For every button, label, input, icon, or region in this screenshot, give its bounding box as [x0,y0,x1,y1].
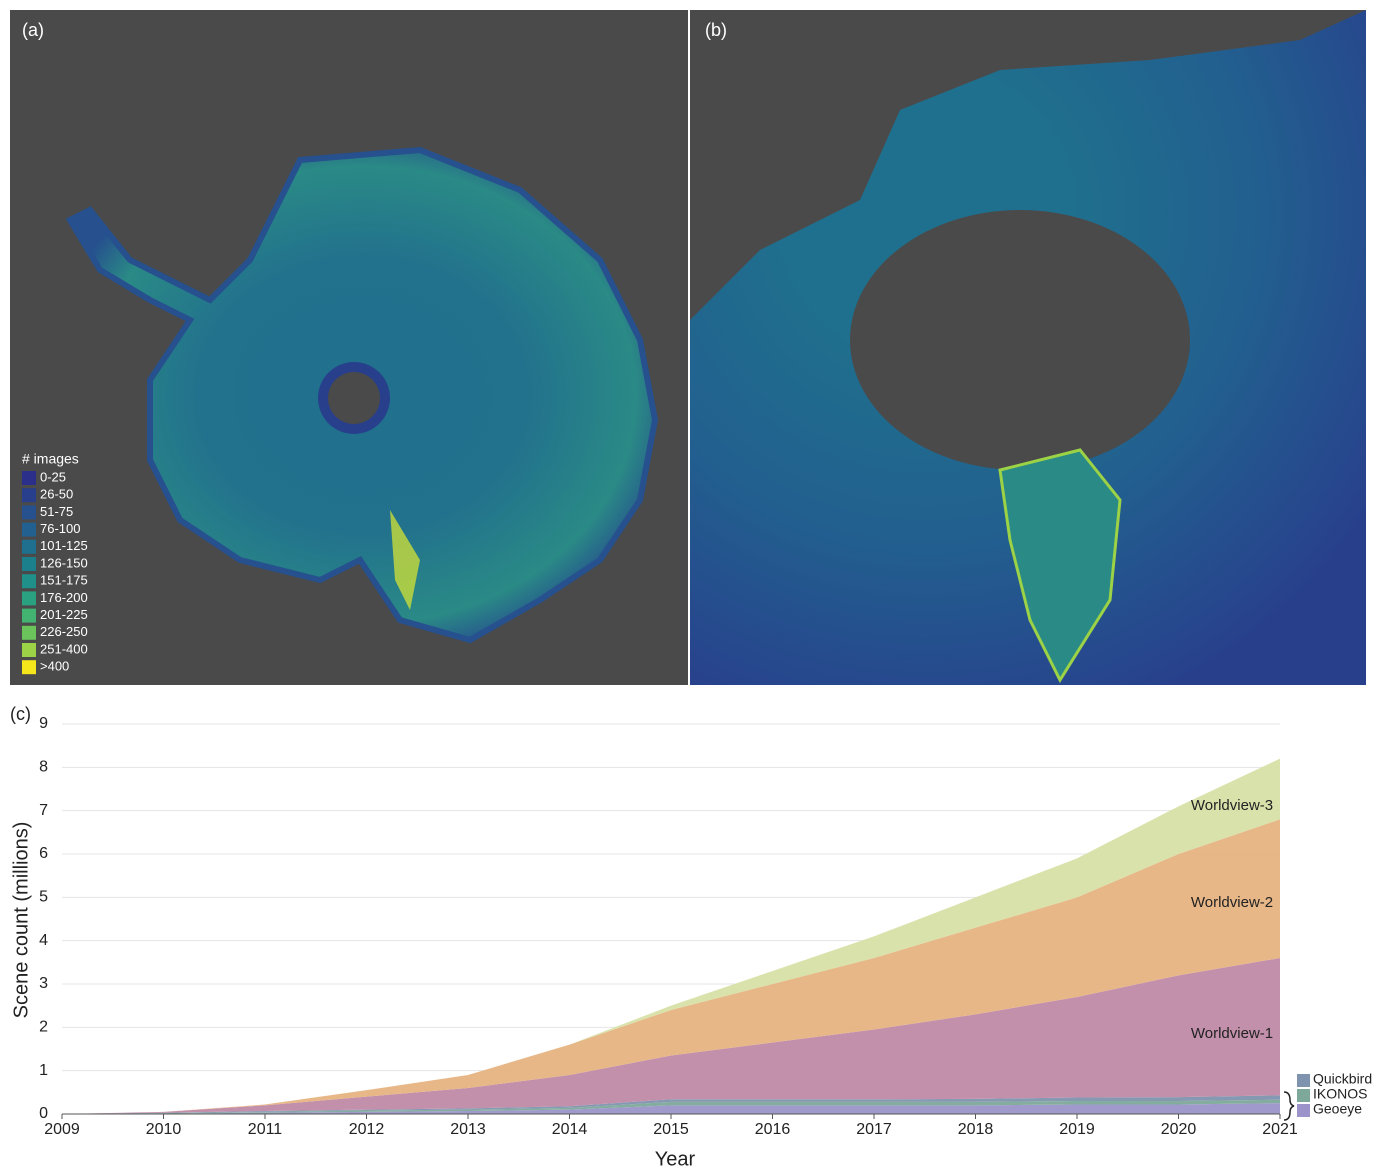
legend-swatch [22,505,36,519]
y-tick-label: 8 [39,759,48,776]
legend-label: 126-150 [40,555,88,570]
x-tick-label: 2020 [1161,1121,1197,1138]
legend-label: 76-100 [40,521,80,536]
legend-label: 176-200 [40,590,88,605]
legend-swatch [22,523,36,537]
panel-label: (a) [22,20,44,40]
y-tick-label: 0 [39,1105,48,1122]
legend-label: 51-75 [40,504,73,519]
x-tick-label: 2010 [146,1121,182,1138]
y-tick-label: 9 [39,715,48,732]
area-label: Worldview-1 [1191,1025,1273,1042]
legend-swatch [22,540,36,554]
legend-swatch [22,660,36,674]
panel-label: (c) [10,704,31,724]
pole-hole [328,372,380,424]
y-tick-label: 3 [39,975,48,992]
x-tick-label: 2014 [552,1121,588,1138]
legend-swatch [1297,1074,1310,1087]
figure: (a) # images 0-25 26-50 51-75 76-100 101-125 1… [0,0,1395,1170]
x-axis-label: Year [655,1148,696,1170]
legend-label: Geoeye [1313,1101,1362,1117]
x-tick-label: 2011 [248,1121,283,1138]
y-tick-label: 2 [39,1019,48,1036]
x-tick-label: 2018 [958,1121,994,1138]
legend-swatch [22,609,36,623]
y-tick-label: 1 [39,1062,48,1079]
x-tick-label: 2016 [755,1121,791,1138]
legend-swatch [22,574,36,588]
legend-swatch [22,488,36,502]
x-tick-label: 2015 [653,1121,689,1138]
x-tick-label: 2021 [1262,1121,1298,1138]
y-axis-label: Scene count (millions) [10,822,32,1019]
legend-swatch [22,643,36,657]
x-tick-label: 2017 [856,1121,892,1138]
legend-label: 251-400 [40,641,88,656]
y-tick-label: 4 [39,932,48,949]
area-label: Worldview-3 [1191,797,1273,814]
legend-swatch [22,591,36,605]
arctic-ocean [850,210,1190,470]
x-tick-label: 2009 [44,1121,80,1138]
x-tick-label: 2019 [1059,1121,1095,1138]
legend-label: 26-50 [40,487,73,502]
y-tick-label: 6 [39,845,48,862]
legend-label: 0-25 [40,469,66,484]
legend-label: Quickbird [1313,1071,1372,1087]
y-tick-label: 5 [39,889,48,906]
brace [1284,1092,1294,1120]
x-tick-label: 2012 [349,1121,385,1138]
legend-label: 151-175 [40,573,88,588]
panel-label: (b) [705,20,727,40]
legend-label: 101-125 [40,538,88,553]
legend-swatch [22,557,36,571]
y-tick-label: 7 [39,802,48,819]
legend-label: 201-225 [40,607,88,622]
x-tick-label: 2013 [450,1121,486,1138]
legend-label: IKONOS [1313,1086,1367,1102]
legend-label: 226-250 [40,624,88,639]
legend-swatch [1297,1089,1310,1102]
legend-swatch [22,626,36,640]
area-label: Worldview-2 [1191,894,1273,911]
legend-label: >400 [40,659,69,674]
legend-swatch [22,471,36,485]
legend-title: # images [22,451,79,467]
legend-swatch [1297,1104,1310,1117]
